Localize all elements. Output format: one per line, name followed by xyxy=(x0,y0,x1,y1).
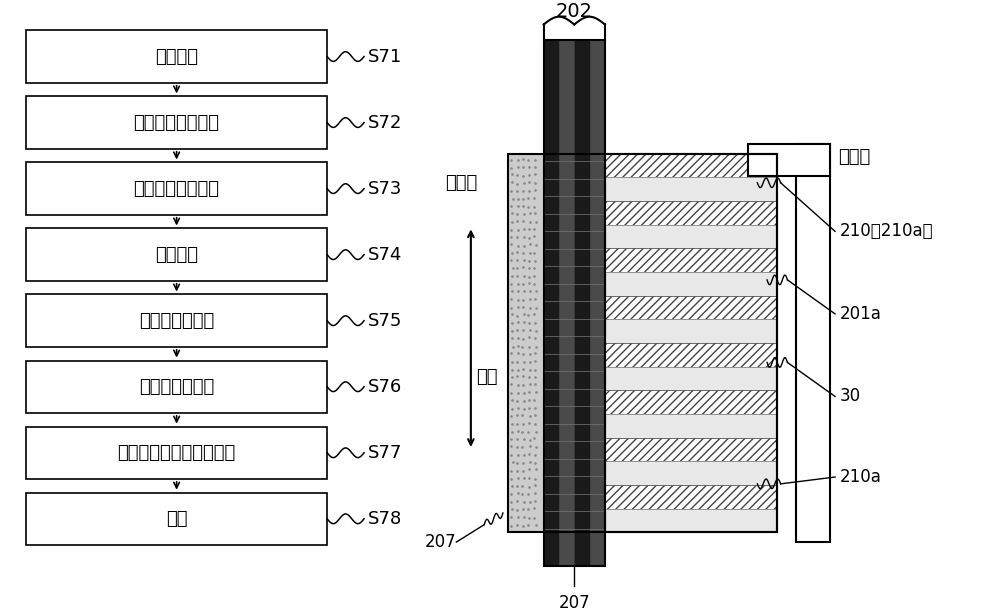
Text: 210a: 210a xyxy=(840,468,882,486)
Bar xyxy=(605,391,777,414)
Bar xyxy=(508,154,777,533)
Bar xyxy=(26,295,327,347)
Bar xyxy=(574,40,590,566)
Text: S77: S77 xyxy=(368,444,402,462)
Bar xyxy=(605,414,777,438)
Bar xyxy=(26,228,327,281)
Text: 粘接剂涂敷、层叠: 粘接剂涂敷、层叠 xyxy=(134,114,220,132)
Text: 内径侧: 内径侧 xyxy=(445,174,477,192)
Bar xyxy=(508,154,544,533)
Text: 捆包: 捆包 xyxy=(166,510,187,528)
Bar xyxy=(605,319,777,343)
Bar xyxy=(26,427,327,479)
Bar xyxy=(26,30,327,83)
Bar xyxy=(605,367,777,391)
Bar xyxy=(605,154,777,533)
Bar xyxy=(26,97,327,149)
Text: 粘接剂、清漆、粉体固化: 粘接剂、清漆、粉体固化 xyxy=(117,444,236,462)
Bar xyxy=(544,40,605,566)
Bar xyxy=(748,144,830,176)
Text: S76: S76 xyxy=(368,378,402,395)
Bar xyxy=(605,509,777,533)
Bar xyxy=(605,154,777,177)
Bar xyxy=(590,40,605,566)
Text: 焊接、端子连接: 焊接、端子连接 xyxy=(139,312,214,330)
Bar xyxy=(26,493,327,545)
Bar xyxy=(26,162,327,215)
Bar xyxy=(605,201,777,224)
Text: 轴向: 轴向 xyxy=(476,368,497,386)
Bar xyxy=(796,144,830,542)
Bar xyxy=(26,360,327,413)
Text: 202: 202 xyxy=(556,2,593,21)
Text: 绝缘纸插入、粘接: 绝缘纸插入、粘接 xyxy=(134,180,220,197)
Text: 清漆、粉体涂装: 清漆、粉体涂装 xyxy=(139,378,214,395)
Text: S75: S75 xyxy=(368,312,402,330)
Bar xyxy=(605,296,777,319)
Bar xyxy=(544,40,559,566)
Text: S78: S78 xyxy=(368,510,402,528)
Bar xyxy=(559,40,574,566)
Bar xyxy=(605,461,777,485)
Text: 外径侧: 外径侧 xyxy=(838,148,870,165)
Text: 207: 207 xyxy=(558,593,590,611)
Text: 210（210a）: 210（210a） xyxy=(840,223,934,240)
Bar xyxy=(605,177,777,201)
Text: S74: S74 xyxy=(368,245,402,264)
Text: 芯部冲裁: 芯部冲裁 xyxy=(155,47,198,66)
Bar xyxy=(605,272,777,296)
Text: S73: S73 xyxy=(368,180,402,197)
Bar xyxy=(605,343,777,367)
Text: S72: S72 xyxy=(368,114,402,132)
Bar xyxy=(605,438,777,461)
Text: 线圈插入: 线圈插入 xyxy=(155,245,198,264)
Bar xyxy=(605,248,777,272)
Bar xyxy=(605,224,777,248)
Text: 207: 207 xyxy=(425,533,456,551)
Text: 201a: 201a xyxy=(840,305,882,323)
Bar xyxy=(605,485,777,509)
Text: S71: S71 xyxy=(368,47,402,66)
Text: 30: 30 xyxy=(840,387,861,405)
